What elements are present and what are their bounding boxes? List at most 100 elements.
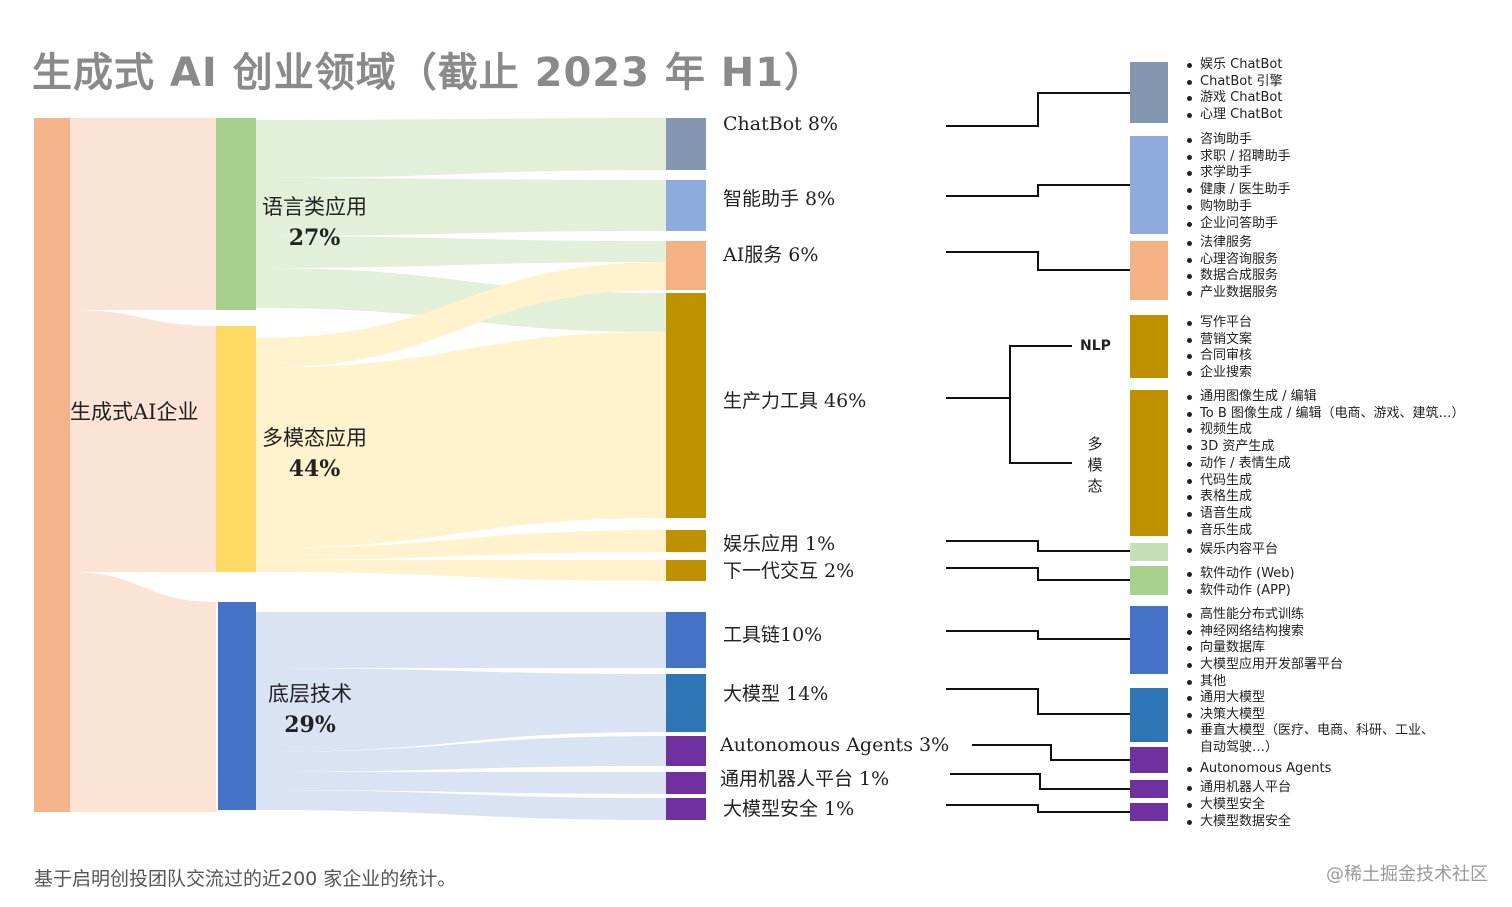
- flow-multimodal-next-interaction: [256, 560, 666, 581]
- g_service-item: 心理咨询服务: [1184, 252, 1278, 269]
- g_service-item: 法律服务: [1184, 235, 1278, 252]
- footnote: 基于启明创投团队交流过的近200 家企业的统计。: [34, 868, 457, 890]
- g_multi-item: 通用图像生成 / 编辑: [1184, 389, 1465, 406]
- flow-root-multimodal: [70, 310, 216, 572]
- flow-language-service: [256, 236, 666, 268]
- g_service-item: 数据合成服务: [1184, 268, 1278, 285]
- group-robot-bar: [1130, 780, 1168, 798]
- category-language-label: 语言类应用 27%: [262, 192, 367, 254]
- group-service-bar: [1130, 241, 1168, 300]
- connector-safety: [946, 804, 1130, 813]
- category-multimodal-name: 多模态应用: [262, 426, 367, 450]
- g_multi-item: 表格生成: [1184, 489, 1465, 506]
- g_model-item: 自动驾驶…）: [1200, 740, 1279, 756]
- group-chatbot-bar: [1130, 62, 1168, 123]
- g_multi-item: 音乐生成: [1184, 523, 1465, 540]
- g_nlp-item: 企业搜索: [1184, 365, 1252, 382]
- flow-language-chatbot: [256, 118, 666, 178]
- g_model-item: 通用大模型: [1184, 690, 1434, 707]
- group-assistant-list: 咨询助手 求职 / 招聘助手 求学助手 健康 / 医生助手 购物助手 企业问答助手: [1184, 132, 1291, 232]
- g_agents-item: Autonomous Agents: [1184, 761, 1331, 778]
- leaf-entertainment-bar: [666, 530, 706, 552]
- g_assistant-item: 求学助手: [1184, 165, 1291, 182]
- g_tool-item: 向量数据库: [1184, 640, 1343, 657]
- flow-base-safety: [256, 790, 666, 820]
- connector-chatbot: [946, 92, 1130, 127]
- flow-multimodal-entertainment: [256, 530, 666, 560]
- leaf-entertainment-label: 娱乐应用 1%: [723, 533, 836, 555]
- group-service-list: 法律服务 心理咨询服务 数据合成服务 产业数据服务: [1184, 235, 1278, 302]
- group-toolchain-bar: [1130, 606, 1168, 674]
- g_assistant-item: 企业问答助手: [1184, 216, 1291, 233]
- leaf-big-model-label: 大模型 14%: [723, 683, 829, 705]
- flow-base-agents: [256, 736, 666, 772]
- leaf-safety-bar: [666, 798, 706, 820]
- flow-bands: [70, 118, 666, 820]
- leaf-assistant-label: 智能助手 8%: [723, 188, 836, 210]
- g_chatbot-item: 娱乐 ChatBot: [1184, 57, 1282, 74]
- g_model-item: 决策大模型: [1184, 707, 1434, 724]
- g_tool-item: 高性能分布式训练: [1184, 607, 1343, 624]
- leaf-robot-bar: [666, 772, 706, 794]
- leaf-productivity-bar: [666, 293, 706, 518]
- leaf-toolchain-label: 工具链10%: [723, 624, 823, 646]
- page-title: 生成式 AI 创业领域（截止 2023 年 H1）: [32, 50, 826, 96]
- group-entertainment-list: 娱乐内容平台: [1184, 542, 1278, 559]
- g_nlp-item: 营销文案: [1184, 332, 1252, 349]
- leaf-next-interaction-bar: [666, 560, 706, 581]
- g_assistant-item: 求职 / 招聘助手: [1184, 149, 1291, 166]
- group-nlp-list: 写作平台 营销文案 合同审核 企业搜索: [1184, 315, 1252, 382]
- leaf-ai-service-bar: [666, 241, 706, 290]
- g_tool-item: 神经网络结构搜索: [1184, 624, 1343, 641]
- g_ent-item: 娱乐内容平台: [1184, 542, 1278, 559]
- category-language-pct: 27%: [288, 225, 341, 251]
- category-language-bar: [216, 118, 256, 310]
- leaf-big-model-bar: [666, 674, 706, 732]
- group-next-interaction-list: 软件动作 (Web) 软件动作 (APP): [1184, 566, 1295, 599]
- g_tool-item: 大模型应用开发部署平台: [1184, 657, 1343, 674]
- g_assistant-item: 咨询助手: [1184, 132, 1291, 149]
- g_assistant-item: 购物助手: [1184, 199, 1291, 216]
- group-safety-bar: [1130, 803, 1168, 821]
- g_multi-item: To B 图像生成 / 编辑（电商、游戏、建筑…）: [1184, 406, 1465, 423]
- group-multimodal-list: 通用图像生成 / 编辑 To B 图像生成 / 编辑（电商、游戏、建筑…） 视频生成…: [1184, 389, 1465, 539]
- category-language-name: 语言类应用: [262, 195, 367, 219]
- g_model-item: 垂直大模型（医疗、电商、科研、工业、: [1184, 723, 1434, 740]
- group-robot-list: 通用机器人平台: [1184, 780, 1291, 797]
- group-agents-list: Autonomous Agents: [1184, 761, 1331, 778]
- leaf-toolchain-bar: [666, 612, 706, 668]
- g_robot-item: 通用机器人平台: [1184, 780, 1291, 797]
- g_assistant-item: 健康 / 医生助手: [1184, 182, 1291, 199]
- g_nlp-item: 合同审核: [1184, 348, 1252, 365]
- leaf-chatbot-label: ChatBot 8%: [723, 113, 838, 135]
- category-base-pct: 29%: [284, 712, 336, 738]
- group-multimodal-bar: [1130, 390, 1168, 536]
- category-multimodal-label: 多模态应用 44%: [262, 423, 367, 485]
- connector-entertainment: [946, 540, 1130, 552]
- group-safety-list: 大模型安全 大模型数据安全: [1184, 797, 1291, 830]
- g_chatbot-item: 心理 ChatBot: [1184, 107, 1282, 124]
- bracket-connectors: [946, 92, 1130, 813]
- branch-nlp-label: NLP: [1080, 338, 1111, 354]
- g_multi-item: 代码生成: [1184, 473, 1465, 490]
- group-big-model-bar: [1130, 688, 1168, 742]
- flow-language-assistant: [256, 178, 666, 236]
- connector-next-interaction: [946, 567, 1130, 581]
- group-assistant-bar: [1130, 136, 1168, 234]
- category-base-bar: [218, 602, 256, 810]
- group-agents-bar: [1130, 747, 1168, 773]
- connector-ai-service: [946, 251, 1130, 271]
- node-bars: [34, 62, 1168, 821]
- group-chatbot-list: 娱乐 ChatBot ChatBot 引擎 游戏 ChatBot 心理 ChatBot: [1184, 57, 1282, 124]
- watermark: @稀土掘金技术社区: [1326, 864, 1488, 885]
- g_nlp-item: 写作平台: [1184, 315, 1252, 332]
- g_chatbot-item: 游戏 ChatBot: [1184, 90, 1282, 107]
- flow-base-robot: [256, 772, 666, 794]
- flow-root-base: [70, 572, 216, 812]
- branch-multimodal-label: 多模态: [1087, 435, 1103, 495]
- root-node-bar: [34, 118, 70, 812]
- g_multi-item: 3D 资产生成: [1184, 439, 1465, 456]
- group-toolchain-list: 高性能分布式训练 神经网络结构搜索 向量数据库 大模型应用开发部署平台 其他: [1184, 607, 1343, 691]
- leaf-assistant-bar: [666, 180, 706, 231]
